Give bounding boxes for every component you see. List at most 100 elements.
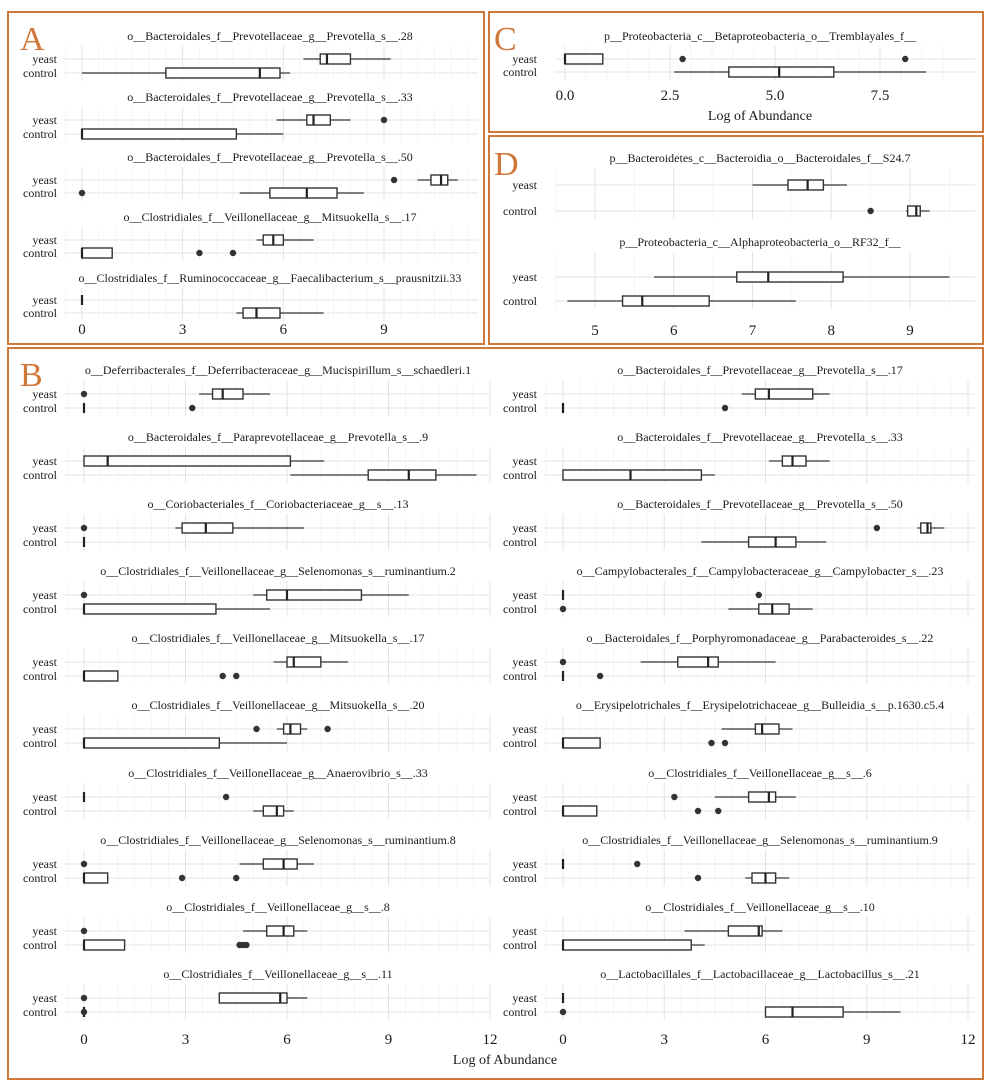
x-tick-label: 6 (283, 1032, 291, 1048)
plot-title: o__Clostridiales_f__Veillonellaceae_g__S… (100, 564, 456, 578)
group-label-yeast: yeast (512, 270, 537, 284)
x-tick-label: 5 (591, 323, 599, 339)
yeast-box (319, 53, 352, 65)
group-label-yeast: yeast (32, 588, 57, 602)
boxplot-panel: o__Clostridiales_f__Veillonellaceae_g__s… (503, 766, 975, 819)
plot-title: o__Clostridiales_f__Veillonellaceae_g__S… (100, 833, 456, 847)
yeast-outlier-point (80, 860, 88, 868)
control-box (562, 737, 601, 749)
group-label-control: control (503, 1005, 538, 1019)
yeast-outlier-point (390, 176, 398, 184)
plot-title: o__Bacteroidales_f__Prevotellaceae_g__Pr… (127, 150, 413, 164)
yeast-outlier-point (253, 725, 260, 733)
group-label-control: control (23, 1005, 58, 1019)
panel-label-c: C (494, 21, 517, 58)
x-tick-label: 6 (670, 323, 678, 339)
control-box (83, 603, 217, 615)
group-label-control: control (503, 669, 538, 683)
x-tick-label: 7 (749, 323, 757, 339)
yeast-box (211, 388, 244, 400)
boxplot-panel: o__Clostridiales_f__Veillonellaceae_g__S… (503, 833, 975, 886)
x-axis-title: Log of Abundance (708, 109, 812, 124)
plot-title: p__Bacteroidetes_c__Bacteroidia_o__Bacte… (610, 151, 911, 165)
control-box (269, 187, 338, 199)
control-outlier-point (233, 874, 240, 882)
boxplot-panel: o__Clostridiales_f__Veillonellaceae_g__M… (23, 210, 478, 261)
x-tick-label: 0.0 (556, 88, 575, 104)
control-box (562, 805, 598, 817)
yeast-box (747, 791, 777, 803)
chart-c: p__Proteobacteria_c__Betaproteobacteria_… (503, 29, 975, 124)
group-label-control: control (503, 535, 538, 549)
group-label-yeast: yeast (512, 521, 537, 535)
control-outlier-point (243, 941, 250, 949)
x-tick-label: 9 (385, 1032, 393, 1048)
control-box (758, 603, 790, 615)
yeast-box (781, 455, 807, 467)
plot-title: o__Clostridiales_f__Veillonellaceae_g__A… (128, 766, 428, 780)
control-box (367, 469, 437, 481)
yeast-outlier-point (902, 55, 909, 63)
x-tick-label: 8 (828, 323, 836, 339)
plot-title: o__Clostridiales_f__Veillonellaceae_g__s… (166, 900, 390, 914)
control-outlier-point (596, 672, 604, 680)
x-tick-label: 9 (906, 323, 914, 339)
yeast-box (83, 455, 292, 467)
x-tick-label: 3 (661, 1032, 669, 1048)
x-tick-label: 0 (78, 322, 86, 338)
control-outlier-point (233, 672, 240, 680)
plot-title: o__Clostridiales_f__Veillonellaceae_g__M… (124, 210, 417, 224)
group-label-control: control (23, 669, 58, 683)
group-label-yeast: yeast (32, 655, 57, 669)
x-tick-label: 9 (863, 1032, 871, 1048)
chart-b-left: o__Deferribacterales_f__Deferribacterace… (23, 363, 557, 1068)
group-label-yeast: yeast (512, 924, 537, 938)
control-outlier-point (721, 739, 729, 747)
group-label-yeast: yeast (32, 387, 57, 401)
boxplot-panel: o__Clostridiales_f__Veillonellaceae_g__s… (503, 900, 975, 953)
group-label-control: control (503, 736, 538, 750)
group-label-yeast: yeast (512, 722, 537, 736)
yeast-box (564, 53, 604, 65)
control-box (621, 295, 710, 307)
yeast-outlier-point (80, 390, 88, 398)
control-outlier-point (715, 807, 722, 815)
group-label-control: control (23, 246, 58, 260)
boxplot-panel: o__Bacteroidales_f__Prevotellaceae_g__Pr… (23, 29, 478, 81)
x-tick-label: 9 (380, 322, 388, 338)
control-box (242, 307, 281, 319)
plot-title: o__Bacteroidales_f__Prevotellaceae_g__Pr… (127, 29, 413, 43)
boxplot-panel: o__Bacteroidales_f__Porphyromonadaceae_g… (503, 631, 975, 684)
control-box (83, 670, 119, 682)
plot-title: o__Clostridiales_f__Veillonellaceae_g__M… (132, 631, 425, 645)
control-box (262, 805, 285, 817)
panel-label-b: B (20, 357, 43, 394)
boxplot-panel: o__Bacteroidales_f__Prevotellaceae_g__Pr… (23, 150, 478, 201)
group-label-control: control (23, 535, 58, 549)
group-label-yeast: yeast (512, 52, 537, 66)
yeast-outlier-point (873, 524, 881, 532)
group-label-yeast: yeast (32, 790, 57, 804)
x-tick-label: 3 (182, 1032, 190, 1048)
group-label-yeast: yeast (512, 387, 537, 401)
yeast-outlier-point (671, 793, 678, 801)
yeast-outlier-point (559, 658, 567, 666)
yeast-outlier-point (755, 591, 762, 599)
plot-title: o__Deferribacterales_f__Deferribacterace… (85, 363, 471, 377)
control-outlier-point (559, 1008, 567, 1016)
plot-title: o__Bacteroidales_f__Porphyromonadaceae_g… (587, 631, 934, 645)
control-box (83, 737, 221, 749)
yeast-outlier-point (80, 927, 88, 935)
chart-a: o__Bacteroidales_f__Prevotellaceae_g__Pr… (23, 29, 478, 338)
group-label-yeast: yeast (32, 924, 57, 938)
yeast-outlier-point (324, 725, 331, 733)
x-tick-label: 0 (80, 1032, 88, 1048)
panel-c-frame (488, 11, 984, 133)
plot-title: o__Coriobacteriales_f__Coriobacteriaceae… (148, 497, 409, 511)
plot-title: o__Bacteroidales_f__Prevotellaceae_g__Pr… (617, 363, 903, 377)
yeast-outlier-point (80, 524, 88, 532)
control-box (562, 939, 692, 951)
group-label-control: control (23, 804, 58, 818)
boxplot-panel: o__Lactobacillales_f__Lactobacillaceae_g… (503, 967, 975, 1020)
boxplot-panel: p__Proteobacteria_c__Betaproteobacteria_… (503, 29, 975, 80)
